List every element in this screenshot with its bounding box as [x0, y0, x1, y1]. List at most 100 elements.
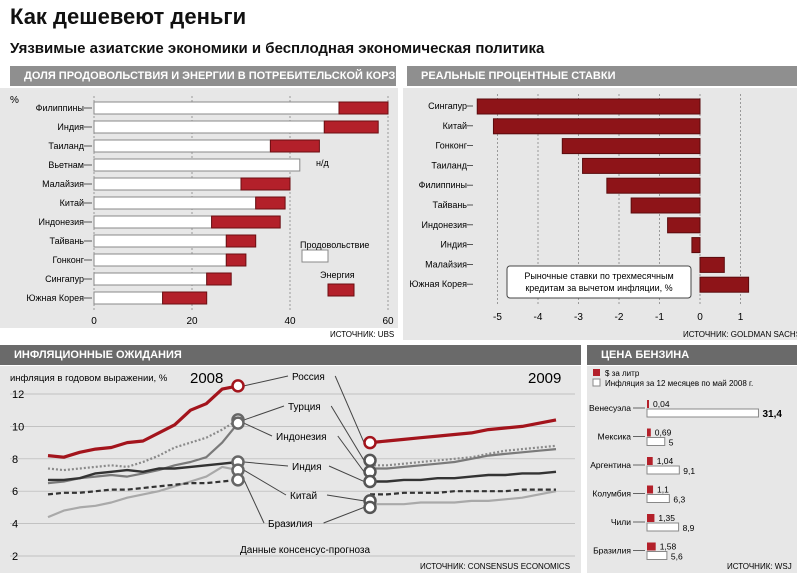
consensus-footnote: Данные консенсус-прогноза: [240, 545, 371, 556]
energy-bar: [225, 253, 247, 267]
inflation-line-2009: [370, 444, 557, 467]
energy-bar: [338, 101, 389, 115]
gas-price-bar: [647, 542, 656, 551]
rates-bar: [582, 157, 701, 174]
gas-price-bar: [647, 428, 651, 437]
inflation-line-2009: [370, 448, 557, 470]
rates-category-label: Тайвань: [433, 200, 468, 210]
vietnam-nd-note: н/д: [316, 158, 329, 168]
energy-bar: [323, 120, 379, 134]
series-start-marker: [363, 435, 377, 450]
energy-bar: [269, 139, 320, 153]
real-rates-header: РЕАЛЬНЫЕ ПРОЦЕНТНЫЕ СТАВКИ: [407, 66, 797, 86]
inflation-y-label: инфляция в годовом выражении, %: [10, 373, 168, 384]
gas-inflation-value: 5,6: [671, 552, 683, 562]
gas-price-value: 1,04: [657, 456, 674, 466]
callout-label: Турция: [288, 402, 321, 413]
gas-category-label: Мексика: [598, 432, 632, 442]
food-bar: [93, 158, 301, 172]
rates-bar: [699, 276, 750, 293]
gas-inflation-bar: [646, 465, 680, 475]
rates-x-tick: 0: [697, 312, 703, 323]
gas-inflation-value: 31,4: [762, 409, 782, 420]
food-energy-chart: Филиппины Индия Таиланд Вьетнам Малайзия Кита…: [10, 95, 394, 339]
gas-category-label: Чили: [611, 517, 631, 527]
rates-bar: [561, 138, 701, 155]
inflation-line-2009: [370, 490, 557, 506]
inflation-line-2008: [47, 465, 239, 519]
food-category-label: Китай: [60, 198, 84, 208]
rates-category-label: Малайзия: [425, 259, 467, 269]
gasoline-header: ЦЕНА БЕНЗИНА: [587, 345, 797, 365]
callout-line: [243, 405, 285, 421]
series-start-marker: [363, 453, 377, 468]
food-category-label: Индия: [57, 122, 84, 132]
gas-price-bar: [647, 400, 649, 408]
gas-category-label: Аргентина: [590, 460, 631, 470]
food-category-label: Филиппины: [36, 103, 84, 113]
rates-bar: [606, 177, 701, 194]
rates-category-label: Таиланд: [431, 160, 467, 170]
energy-bar: [225, 234, 257, 248]
rates-category-label: Южная Корея: [409, 279, 467, 289]
year-2009-label: 2009: [528, 370, 561, 387]
rates-category-label: Китай: [443, 121, 467, 131]
inflation-source: ИСТОЧНИК: CONSENSUS ECONOMICS: [420, 562, 570, 571]
gas-category-label: Бразилия: [593, 546, 631, 556]
gas-category-label: Колумбия: [592, 489, 631, 499]
gas-legend-inflation-swatch: [592, 378, 601, 387]
food-category-label: Малайзия: [42, 179, 84, 189]
energy-bar: [255, 196, 286, 210]
gas-inflation-value: 5: [669, 438, 674, 448]
food-category-label: Индонезия: [38, 217, 84, 227]
inflation-panel-bg: [0, 366, 581, 573]
rates-category-label: Филиппины: [419, 180, 467, 190]
food-x-tick: 40: [284, 316, 296, 327]
inflation-line-2009: [370, 488, 556, 496]
energy-bar: [162, 291, 208, 305]
rates-category-label: Индия: [440, 240, 467, 250]
inflation-y-tick: 4: [12, 519, 18, 531]
legend-energy-swatch: [327, 283, 355, 297]
gas-price-value: 1,1: [657, 485, 669, 495]
rates-annotation-line2: кредитам за вычетом инфляции, %: [525, 283, 672, 293]
inflation-header: ИНФЛЯЦИОННЫЕ ОЖИДАНИЯ: [0, 345, 581, 365]
gas-inflation-bar: [646, 522, 680, 532]
food-bar: [93, 291, 164, 305]
food-x-tick: 0: [91, 316, 97, 327]
inflation-y-tick: 10: [12, 421, 24, 433]
rates-x-tick: -3: [574, 312, 583, 323]
callout-line: [326, 494, 365, 502]
food-y-unit: %: [10, 95, 19, 106]
food-category-label: Таиланд: [48, 141, 84, 151]
gasoline-chart: $ за литр Инфляция за 12 месяцев по май …: [589, 369, 792, 571]
energy-bar: [206, 272, 232, 286]
food-bar: [93, 272, 208, 286]
series-end-marker: [231, 416, 245, 430]
callout-label: Бразилия: [268, 519, 313, 530]
gas-price-bar: [647, 457, 653, 465]
inflation-y-tick: 6: [12, 486, 18, 498]
food-bar: [93, 101, 340, 115]
rates-x-tick: -2: [615, 312, 624, 323]
food-bar: [93, 177, 242, 191]
inflation-line-2008: [47, 384, 239, 459]
gas-inflation-bar: [646, 494, 670, 503]
rates-category-label: Индонезия: [421, 220, 467, 230]
gas-price-value: 0,04: [653, 399, 670, 409]
rates-bar: [699, 256, 725, 273]
inflation-chart: РоссияТурцияИндонезияИндияКитайБразилия …: [10, 370, 575, 571]
food-bar: [93, 234, 227, 248]
gas-category-label: Венесуэла: [589, 403, 631, 413]
food-category-label: Вьетнам: [48, 160, 84, 170]
callout-label: Китай: [290, 491, 317, 502]
rates-bar: [667, 217, 701, 234]
gas-inflation-bar: [646, 551, 668, 560]
food-category-label: Южная Корея: [26, 293, 84, 303]
energy-bar: [240, 177, 291, 191]
inflation-line-2008: [47, 418, 239, 472]
rates-source: ИСТОЧНИК: GOLDMAN SACHS: [683, 330, 797, 339]
rates-x-tick: -1: [655, 312, 664, 323]
gas-price-value: 1,58: [660, 542, 677, 552]
gas-inflation-value: 9,1: [683, 466, 695, 476]
